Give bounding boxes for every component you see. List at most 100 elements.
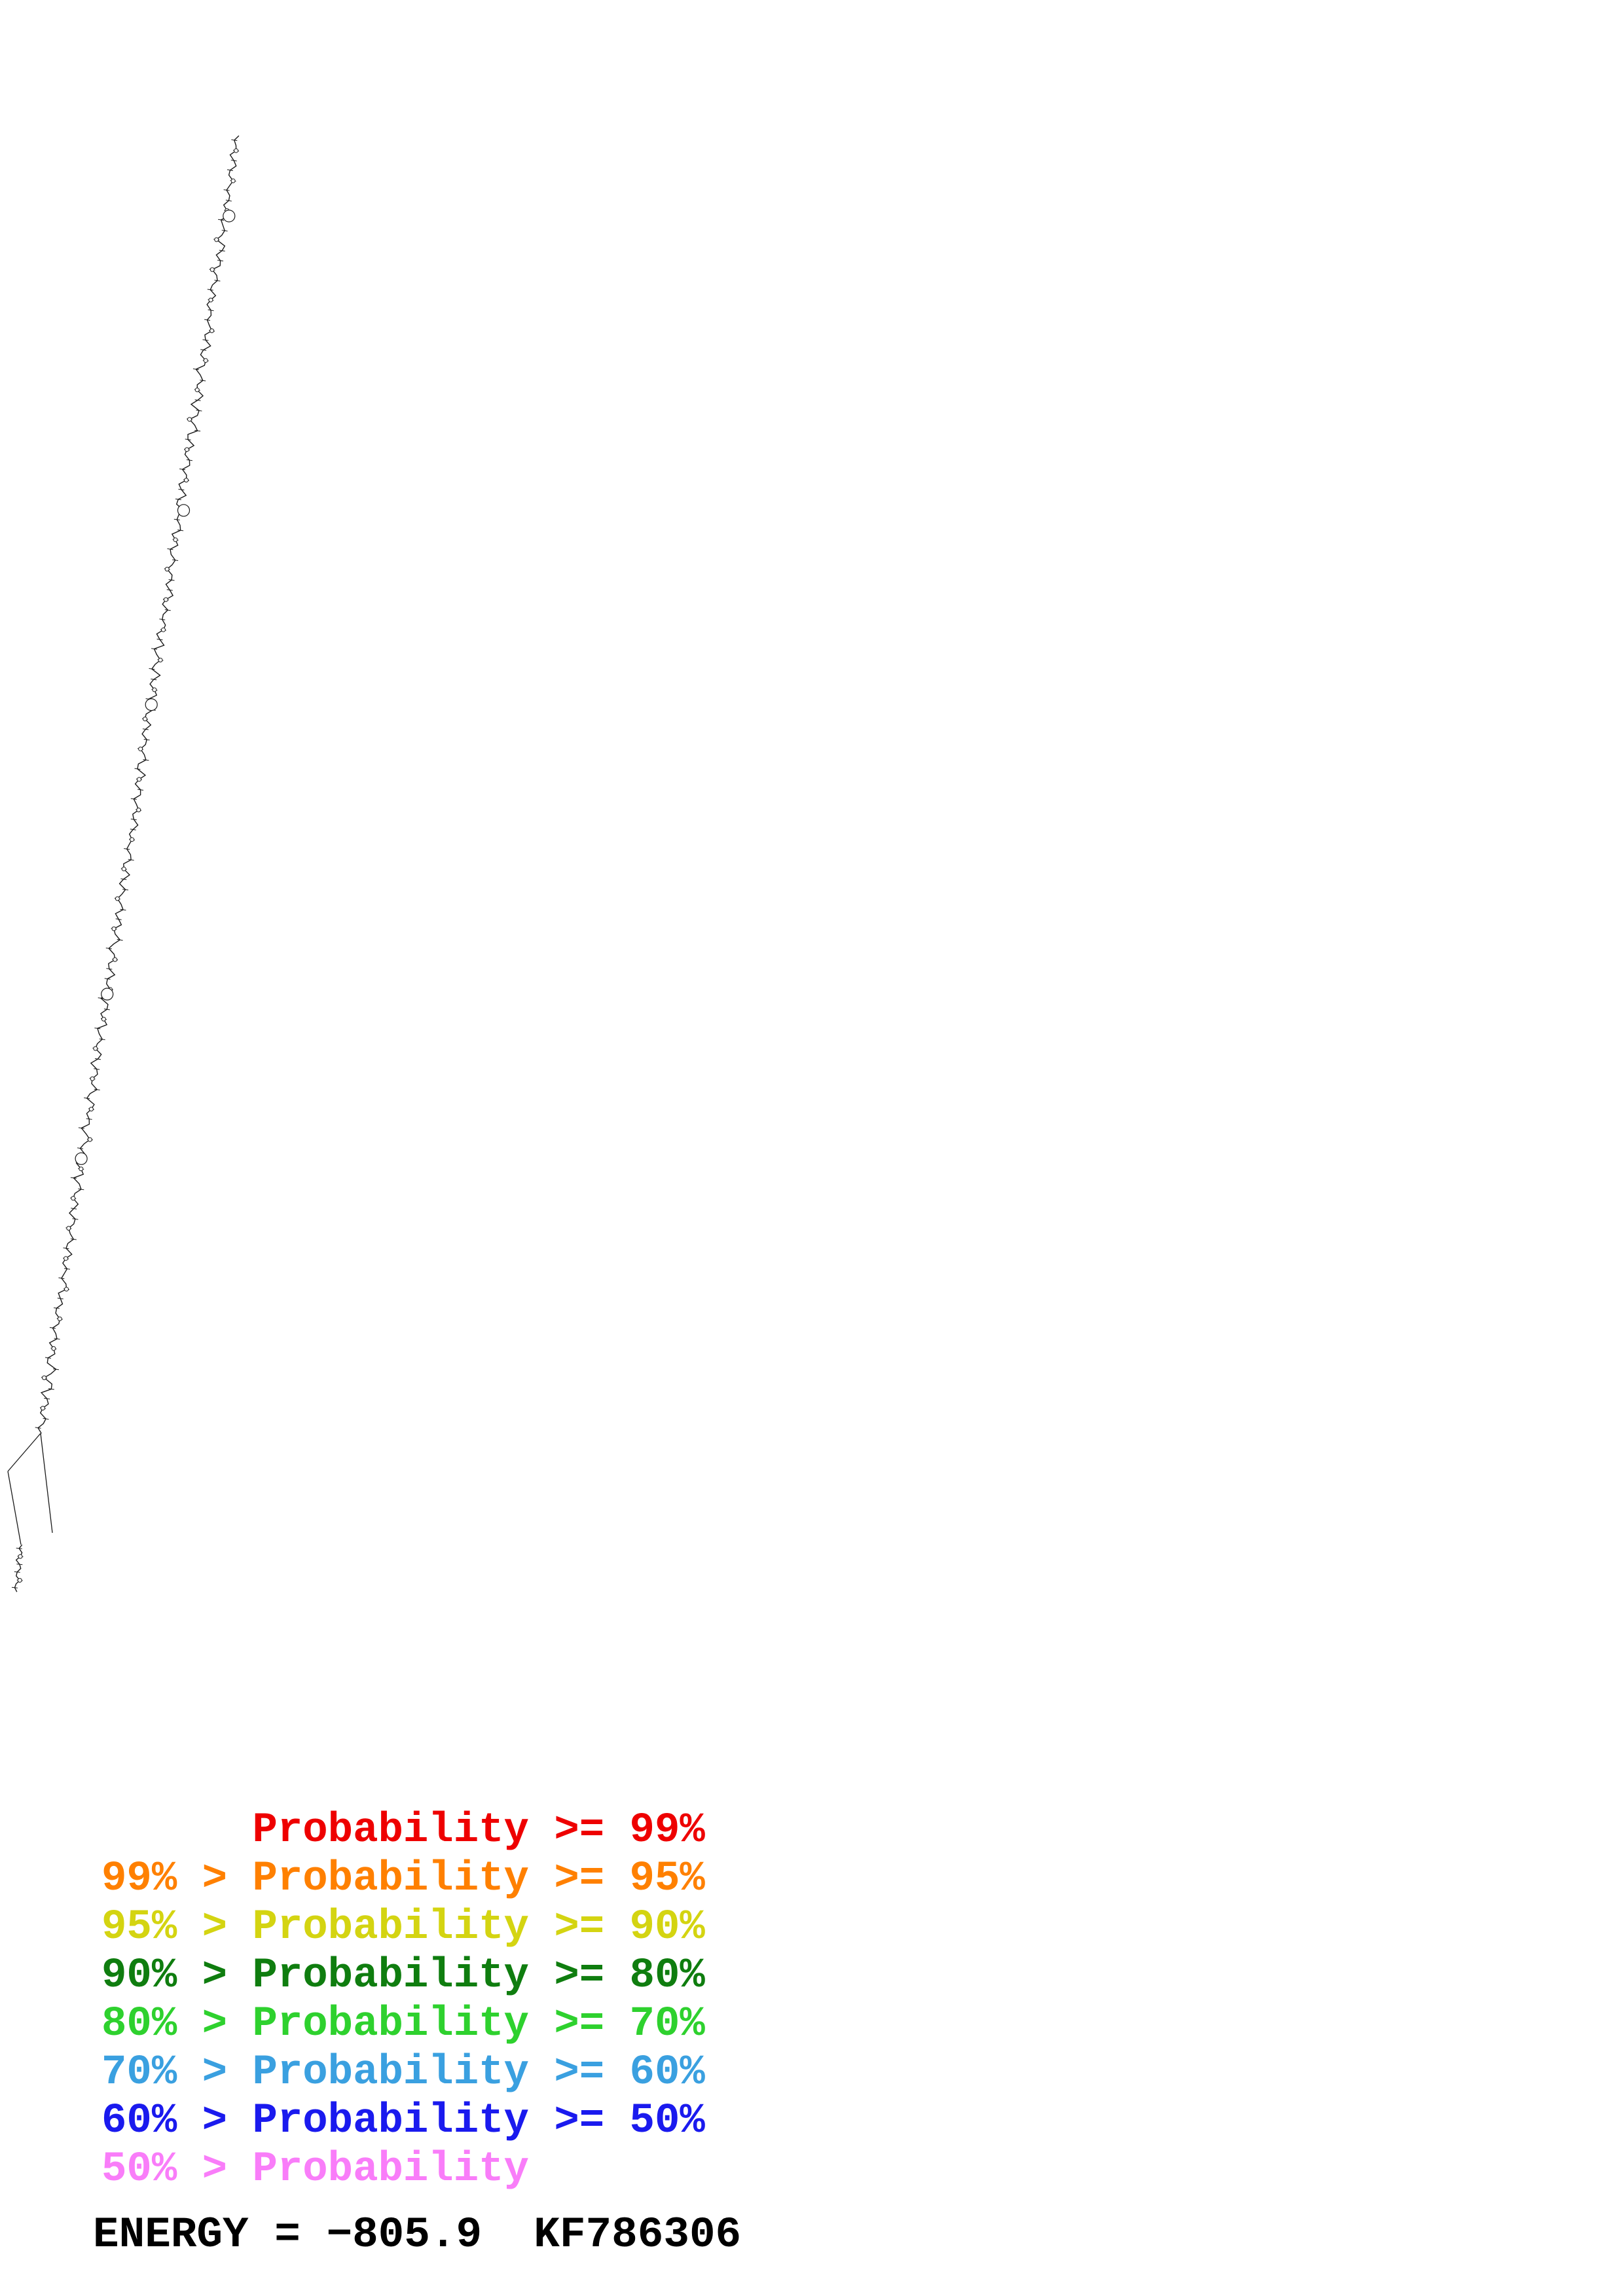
base-circle (93, 1046, 98, 1051)
legend-item-50: 60% > Probability >= 50% (101, 2098, 705, 2145)
base-circle (66, 1226, 71, 1231)
base-circle (101, 1016, 106, 1022)
base-circle (130, 837, 135, 842)
basepair-tick (44, 1397, 50, 1399)
basepair-tick (221, 230, 228, 232)
base-circle (71, 1196, 76, 1201)
base-circle (79, 1166, 84, 1172)
basepair-tick (218, 219, 225, 221)
base-circle (17, 1578, 22, 1583)
base-circle (173, 537, 178, 543)
basepair-tick (115, 918, 122, 920)
basepair-tick (185, 439, 191, 440)
base-circle (161, 627, 166, 632)
legend-item-80: 90% > Probability >= 80% (101, 1952, 705, 2000)
basepair-tick (122, 889, 129, 891)
bulge-loop (223, 209, 236, 223)
basepair-tick (94, 1088, 100, 1090)
base-circle (111, 926, 117, 931)
basepair-tick (57, 1297, 64, 1300)
basepair-tick (49, 1327, 56, 1329)
basepair-tick (70, 1177, 77, 1179)
basepair-tick (178, 488, 185, 491)
hairpin-branch (7, 1471, 22, 1545)
base-circle (210, 267, 215, 272)
base-circle (143, 717, 147, 721)
base-circle (230, 178, 236, 183)
bulge-loop (145, 698, 158, 711)
basepair-tick (159, 619, 166, 620)
basepair-tick (167, 548, 173, 550)
probability-legend: Probability >= 99% 99% > Probability >= … (101, 1806, 705, 2194)
basepair-tick (63, 1247, 69, 1249)
basepair-tick (94, 1058, 101, 1060)
legend-item-70: 80% > Probability >= 70% (101, 2001, 705, 2048)
base-circle (121, 867, 126, 872)
base-circle (185, 447, 189, 452)
base-circle (187, 417, 192, 422)
basepair-tick (204, 319, 211, 321)
basepair-tick (52, 1369, 59, 1371)
base-circle (51, 1346, 56, 1351)
base-circle (137, 777, 141, 782)
base-circle (203, 358, 208, 363)
basepair-tick (120, 878, 127, 880)
basepair-tick (77, 1147, 84, 1149)
base-circle (64, 1256, 69, 1261)
base-circle (115, 896, 120, 901)
basepair-tick (16, 1547, 22, 1549)
base-circle (64, 1287, 69, 1292)
bulge-loop (177, 504, 191, 517)
hairpin-branch (7, 1433, 41, 1472)
basepair-tick (219, 249, 225, 252)
base-circle (214, 237, 219, 242)
base-circle (152, 687, 157, 692)
base-circle (184, 478, 189, 483)
basepair-tick (54, 1338, 60, 1340)
rna-backbone-tail (14, 1544, 23, 1592)
basepair-tick (214, 279, 221, 281)
legend-item-99: Probability >= 99% (101, 1807, 705, 1854)
base-circle (40, 1406, 45, 1410)
base-circle (138, 746, 143, 751)
base-circle (42, 1375, 46, 1380)
basepair-tick (94, 1028, 101, 1030)
base-circle (113, 957, 118, 962)
legend-item-95: 99% > Probability >= 95% (101, 1856, 705, 1903)
base-circle (210, 328, 215, 333)
basepair-tick (192, 368, 199, 370)
base-circle (90, 1076, 95, 1081)
basepair-tick (35, 1427, 41, 1429)
basepair-tick (134, 768, 141, 770)
basepair-tick (120, 908, 126, 911)
basepair-tick (45, 1357, 51, 1359)
basepair-tick (16, 1564, 23, 1566)
legend-item-90: 95% > Probability >= 90% (101, 1904, 705, 1951)
basepair-tick (217, 260, 224, 262)
basepair-tick (130, 829, 136, 831)
basepair-tick (124, 848, 130, 850)
basepair-tick (173, 518, 180, 520)
basepair-tick (177, 529, 184, 531)
base-circle (18, 1554, 23, 1559)
legend-item-60: 70% > Probability >= 60% (101, 2049, 705, 2096)
basepair-tick (14, 1571, 20, 1573)
basepair-tick (117, 939, 123, 941)
base-circle (136, 808, 141, 812)
bulge-loop (75, 1152, 88, 1165)
base-circle (164, 567, 170, 572)
bulge-loop (101, 988, 114, 1001)
basepair-tick (103, 1009, 110, 1011)
basepair-tick (137, 789, 144, 791)
basepair-tick (186, 459, 192, 461)
base-circle (88, 1107, 94, 1112)
basepair-tick (149, 668, 155, 670)
basepair-tick (11, 1587, 18, 1588)
basepair-tick (71, 1208, 77, 1210)
basepair-tick (142, 728, 149, 730)
base-circle (158, 658, 163, 662)
basepair-tick (64, 1268, 70, 1270)
basepair-tick (164, 609, 171, 611)
basepair-tick (128, 859, 134, 861)
